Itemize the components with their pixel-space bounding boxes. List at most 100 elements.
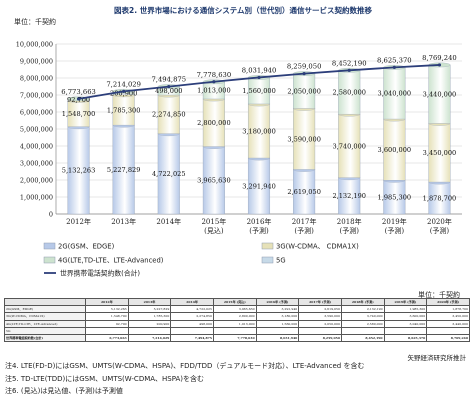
total-line-label: 8,769,240 [422,54,457,62]
table-header-cell: 2019年 (予測) [383,297,428,307]
y-tick-label: 9,000,000 [20,57,53,65]
table-row: 世界携帯電話契約数(合計) 6,773,663 7,214,029 7,494,875… [4,334,470,343]
table-cell [170,326,214,336]
table-cell [298,326,342,336]
table-cell: 3,590,000 [298,312,342,321]
table-row-label: 4G(LTE,TD-LTE、LTE-Advanced) [4,319,86,328]
bar-value-label: 2,619,050 [287,188,321,196]
y-tick-label: 7,000,000 [20,91,53,99]
bar-value-label: 498,000 [155,87,182,95]
unit-label: 単位：千契約 [14,17,56,26]
table-cell: 200,900 [127,319,172,328]
bar-value-label: 2,580,000 [332,89,366,97]
x-tick-label: 2013年 [111,217,136,226]
bar-value-label: 1,878,700 [423,194,457,202]
total-line-point [122,89,126,93]
bar-value-label: 3,180,000 [242,127,276,135]
table-header-cell: 2017年 (予測) [298,297,342,307]
table-header-cell: 2018年 (予測) [340,297,385,307]
bar-value-label: 3,965,630 [197,177,231,185]
y-tick-label: 3,000,000 [20,159,53,167]
table-cell: 1,878,700 [426,305,470,314]
x-tick-label: 2016年 [247,217,272,226]
x-tick-label: (予測) [249,226,269,235]
legend: 2G(GSM、EDGE) 3G(W-CDMA、 CDMA1X) 4G(LTE,TD-… [43,243,359,278]
total-line-point [392,65,396,69]
table-header-cell: 2014年 [170,297,214,307]
bar-value-label: 3,291,940 [242,182,276,190]
table-cell: 1,560,000 [255,319,300,328]
y-tick-label: 5,000,000 [20,125,53,133]
bar-value-label: 1,560,000 [242,87,276,95]
table-cell: 2,274,850 [170,312,214,321]
x-axis: 2012年 2013年 2014年 2015年(見込)2016年(予測)2017年(予… [66,217,452,235]
stacked-bar-chart: 図表2. 世界市場における通信システム別（世代別）通信サービス契約数推移 単位：… [14,5,462,278]
table-cell: 2,050,000 [298,319,342,328]
table-cell: 8,625,370 [383,334,428,343]
table-header-cell: 2015年 (見込) [212,297,257,307]
table-cell: 8,031,940 [255,334,300,343]
table-cell: 498,000 [170,319,214,328]
table-cell: 1,013,000 [212,319,257,328]
legend-swatch [43,256,56,264]
total-line-label: 8,452,190 [332,59,367,67]
y-tick-label: 0 [49,210,53,218]
y-tick-label: 10,000,000 [16,40,53,48]
x-tick-label: 2017年 [292,217,317,226]
legend-label: 2G(GSM、EDGE) [58,243,115,251]
y-tick-label: 4,000,000 [20,142,53,150]
bar-value-label: 2,274,850 [152,111,186,119]
table-cell: 5,227,829 [127,305,172,314]
table-cell: 3,291,940 [255,305,300,314]
x-tick-label: (予測) [385,226,405,235]
bar-value-label: 3,590,000 [287,135,321,143]
bar-value-label: 3,600,000 [378,146,412,154]
legend-label: 5G [276,257,286,265]
table-header-cell: 2012年 [85,297,129,307]
data-table: 2012年 2013年 2014年 2015年 (見込) 2016年 (予測) 2017年… [4,297,470,343]
x-tick-label: 2012年 [66,217,91,226]
total-line-point [302,71,306,76]
bar-value-label: 3,450,000 [423,149,457,157]
total-line-label: 7,494,875 [151,76,186,84]
total-line: 6,773,663 7,214,029 7,494,875 7,778,630 8,03… [61,54,457,101]
bar-value-label: 1,785,300 [107,106,141,114]
legend-swatch [261,256,274,264]
table-unit-label: 単位：千契約 [418,291,460,299]
x-tick-label: 2019年 [382,217,407,226]
table-header-cell [4,297,86,307]
table-row: 5G [4,326,470,336]
total-line-label: 8,259,050 [287,63,322,71]
bar-value-label: 1,548,700 [62,110,96,118]
note-5: 注5. TD-LTE(TDD)にはGSM、UMTS(W-CDMA、HSPA)を含… [5,374,205,383]
total-line-label: 7,214,029 [106,80,141,88]
x-tick-label: 2020年 [427,217,452,226]
total-line-point [257,75,261,80]
table-cell: 4,722,025 [170,305,214,314]
table-cell: 3,040,000 [383,319,428,328]
y-tick-label: 8,000,000 [20,74,53,82]
table-cell: 3,740,000 [340,312,385,321]
table-cell: 6,773,663 [85,334,129,343]
total-line-point [76,97,81,101]
total-line-point [167,84,171,89]
total-line-label: 6,773,663 [61,88,96,96]
table-cell: 8,259,050 [298,334,342,343]
x-tick-label: (見込) [204,226,224,235]
table-row-label: 世界携帯電話契約数(合計) [4,334,86,343]
bar-value-label: 2,800,000 [197,119,231,127]
bar-value-label: 4,722,025 [152,170,186,178]
x-tick-label: 2015年 [201,217,226,226]
table-row-label: 5G [4,326,86,336]
table-cell: 2,619,050 [298,305,342,314]
table-cell: 1,785,300 [127,312,172,321]
table-cell [255,326,300,336]
table-cell [85,326,129,336]
total-line-point [347,68,351,72]
table-row-label: 3G(W-CDMA、CDMA1X) [4,312,86,321]
x-tick-label: (予測) [339,226,359,235]
table-header-cell: 2013年 [127,297,172,307]
table-cell: 2,800,000 [212,312,257,321]
table-header-cell: 2020年 (予測) [426,297,470,307]
table-cell: 92,700 [85,319,129,328]
